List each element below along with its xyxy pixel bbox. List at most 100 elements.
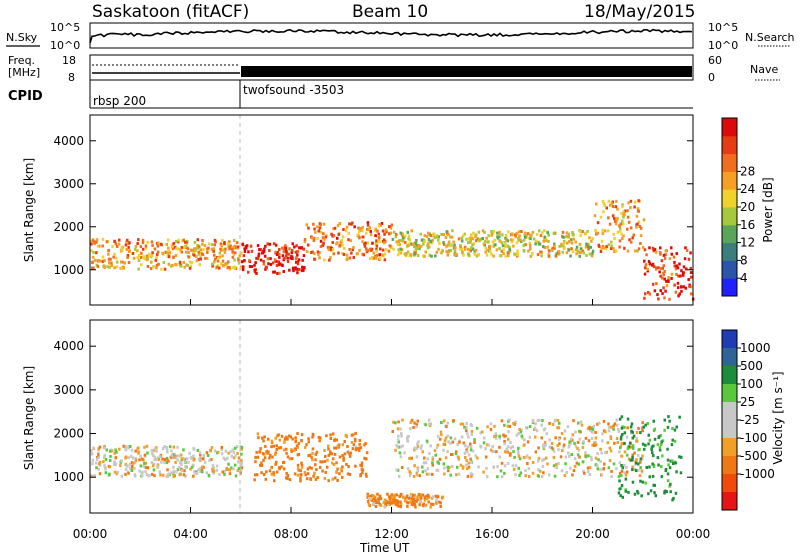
velocity-cell (394, 503, 398, 506)
power-cell (660, 276, 664, 280)
velocity-cell (469, 457, 472, 461)
power-cell (332, 227, 335, 231)
velocity-cell (315, 450, 319, 454)
velocity-cell (414, 505, 417, 509)
power-cell (488, 246, 491, 250)
power-cell (374, 227, 378, 231)
velocity-cell (124, 467, 128, 471)
velocity-cell (212, 471, 215, 475)
power-cell (127, 245, 130, 249)
velocity-cell (660, 440, 663, 444)
velocity-cell (603, 462, 606, 466)
power-cell (303, 238, 307, 241)
power-cell (180, 246, 184, 249)
power-cell (263, 254, 267, 258)
velocity-cell (361, 468, 365, 472)
velocity-cell (268, 456, 271, 460)
power-cell (475, 239, 478, 243)
velocity-cell (512, 467, 516, 471)
power-cell (553, 244, 556, 248)
velocity-cell (494, 432, 497, 436)
power-cell (515, 231, 519, 235)
power-cell (390, 223, 393, 227)
velocity-cell (172, 472, 175, 476)
power-cell (117, 242, 121, 246)
power-cell (161, 251, 164, 255)
power-cell (187, 251, 190, 254)
power-cell (676, 281, 680, 285)
power-cell (505, 238, 508, 242)
velocity-cell (651, 474, 655, 478)
power-cell (313, 236, 316, 240)
power-cell (216, 257, 220, 261)
velocity-cell (108, 465, 112, 469)
power-cell (608, 203, 612, 207)
velocity-cell (282, 448, 286, 452)
velocity-cell (436, 434, 440, 438)
power-cell (151, 243, 154, 247)
velocity-cell (617, 427, 620, 431)
power-cell (213, 260, 216, 264)
power-cell (529, 243, 532, 247)
power-cell (146, 256, 149, 260)
velocity-cell (286, 437, 289, 441)
velocity-cell (423, 498, 427, 502)
velocity-cell (285, 451, 288, 455)
power-cell (240, 251, 243, 255)
velocity-cell (515, 433, 518, 437)
power-cell (284, 246, 288, 250)
power-cell (174, 263, 177, 266)
velocity-cell (163, 461, 166, 465)
velocity-cell (95, 466, 98, 470)
velocity-cell (173, 452, 177, 456)
velocity-cell (314, 463, 317, 467)
velocity-cell (95, 457, 99, 461)
power-cell (199, 257, 202, 261)
velocity-cell (294, 440, 297, 444)
power-cell (428, 253, 431, 257)
velocity-colorbar-swatch (722, 330, 737, 349)
power-colorbar-tick-label: 24 (740, 182, 755, 196)
power-colorbar-swatch (722, 278, 737, 297)
power-cell (269, 257, 272, 261)
power-cell (676, 286, 680, 290)
power-cell (247, 250, 250, 254)
power-cell (167, 246, 170, 250)
power-cell (584, 245, 588, 249)
velocity-cell (290, 449, 293, 453)
power-cell (241, 268, 245, 272)
velocity-cell (428, 424, 432, 428)
power-cell (637, 220, 641, 224)
freq-tick-top: 18 (62, 54, 76, 67)
velocity-cell (403, 451, 406, 455)
cpid-mode-twofsound: twofsound -3503 (243, 83, 344, 97)
power-cell (613, 250, 616, 253)
velocity-cell (596, 467, 600, 471)
power-cell (388, 244, 391, 248)
power-cell (249, 244, 253, 248)
power-colorbar-swatch (722, 207, 737, 226)
velocity-cell (434, 453, 437, 457)
power-colorbar-tick-label: 28 (740, 164, 755, 178)
velocity-cell (432, 495, 435, 499)
velocity-cell (267, 437, 270, 441)
velocity-cell (319, 436, 322, 440)
velocity-cell (341, 443, 345, 447)
power-cell (298, 268, 301, 271)
power-cell (302, 247, 305, 251)
power-cell (337, 251, 340, 255)
velocity-cell (424, 503, 428, 507)
power-cell (618, 226, 622, 230)
velocity-cell (652, 483, 655, 487)
power-cell (226, 244, 230, 248)
power-cell (276, 251, 279, 254)
velocity-cell (550, 446, 553, 450)
velocity-cell (338, 472, 341, 476)
velocity-cell (113, 460, 116, 464)
velocity-cell (184, 474, 187, 478)
velocity-cell (124, 455, 128, 459)
velocity-cell (146, 466, 150, 470)
power-cell (478, 238, 481, 242)
velocity-cell (188, 451, 191, 455)
